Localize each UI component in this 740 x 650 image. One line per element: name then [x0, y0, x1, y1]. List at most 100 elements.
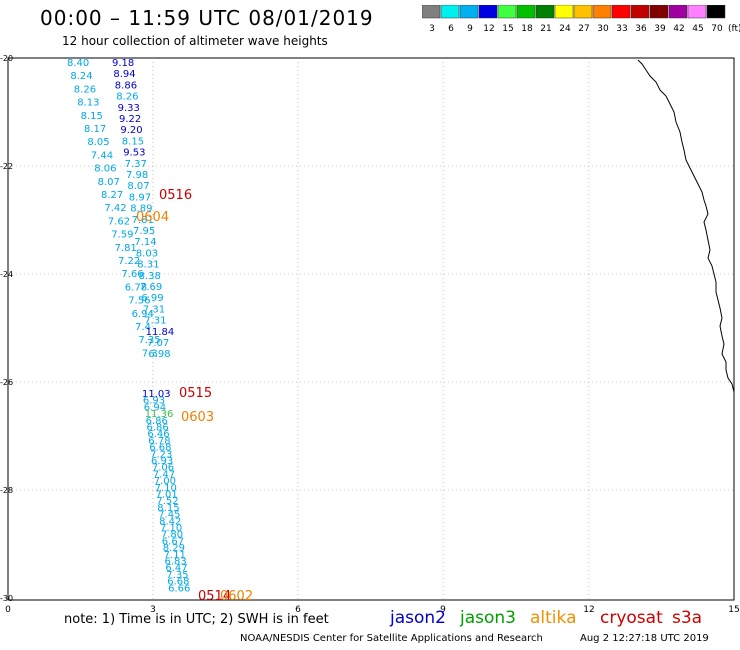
- pass-time-label: 0604: [136, 210, 169, 225]
- swh-label: 7.00: [154, 476, 176, 487]
- timestamp-text: Aug 2 12:27:18 UTC 2019: [580, 633, 709, 644]
- satellite-altika: altika: [530, 608, 577, 628]
- coastline: [637, 59, 735, 398]
- swh-label: 8.86: [115, 80, 137, 91]
- x-tick-label: 0: [5, 605, 11, 615]
- legend-label: 21: [540, 24, 551, 34]
- legend-label: 15: [502, 24, 513, 34]
- swh-label: 8.40: [67, 58, 89, 69]
- x-tick-label: 3: [150, 605, 156, 615]
- credit-text: NOAA/NESDIS Center for Satellite Applica…: [240, 633, 543, 644]
- legend-label: 70: [711, 24, 723, 34]
- swh-label: 7.56: [128, 296, 150, 307]
- x-tick-label: 15: [728, 605, 739, 615]
- swh-label: 6.94: [144, 402, 166, 413]
- swh-label: 8.15: [122, 136, 144, 147]
- y-tick-label: -28: [0, 486, 13, 495]
- swh-label: 7.35: [166, 570, 188, 581]
- legend-label: 45: [692, 24, 703, 34]
- y-tick-label: -22: [0, 162, 13, 171]
- satellite-jason3: jason3: [460, 608, 516, 628]
- swh-label: 6.93: [151, 456, 173, 467]
- swh-label: 7.81: [132, 215, 154, 226]
- legend-swatch: [497, 5, 517, 19]
- swh-label: 8.07: [127, 181, 149, 192]
- swh-label: 6.68: [149, 443, 171, 454]
- legend-swatch: [516, 5, 536, 19]
- swh-label: 7.01: [156, 490, 178, 501]
- swh-label: 7.37: [125, 159, 147, 170]
- legend-label: 39: [654, 24, 666, 34]
- swh-label: 8.15: [157, 503, 179, 514]
- swh-label: 8.26: [116, 92, 138, 103]
- swh-label: 7.23: [150, 449, 172, 460]
- swh-label: 7.59: [111, 230, 133, 241]
- swh-label: 7.42: [104, 203, 126, 214]
- plot-frame: [7, 57, 735, 601]
- swh-label: 8.42: [159, 516, 181, 527]
- swh-label: 6.94: [132, 309, 154, 320]
- swh-label: 6.68: [167, 577, 189, 588]
- swh-label: 6.47: [165, 563, 187, 574]
- legend-label: 42: [673, 24, 684, 34]
- swh-label: 11.84: [146, 327, 175, 338]
- legend-swatch: [478, 5, 498, 19]
- legend-label: 30: [597, 24, 609, 34]
- y-tick-label: -24: [0, 270, 13, 279]
- swh-label: 7.47: [153, 469, 175, 480]
- swh-label: 11.36: [145, 409, 174, 420]
- swh-label: 9.20: [120, 125, 142, 136]
- swh-label: 7.22: [118, 256, 140, 267]
- swh-label: 7.66: [121, 269, 143, 280]
- y-tick-label: -20: [0, 54, 13, 63]
- page-subtitle: 12 hour collection of altimeter wave hei…: [62, 34, 328, 48]
- swh-label: 7.81: [115, 243, 137, 254]
- swh-label: 8.38: [139, 271, 161, 282]
- swh-label: 8.27: [101, 190, 123, 201]
- swh-label: 8.29: [163, 543, 185, 554]
- swh-label: 6.78: [148, 436, 170, 447]
- swh-label: 6.83: [165, 557, 187, 568]
- pass-time-label: 0602: [220, 589, 253, 604]
- swh-label: 9.33: [118, 103, 140, 114]
- legend-swatch: [573, 5, 593, 19]
- swh-label: 6.86: [147, 423, 169, 434]
- legend-label: 12: [483, 24, 494, 34]
- swh-label: 7.10: [155, 483, 177, 494]
- altimeter-track: 8.40 8.24 8.26 8.13 8.15 8.17 8.05 7.44 8.06 8.07…: [67, 58, 253, 604]
- satellite-s3a: s3a: [672, 608, 703, 628]
- swh-label: 8.26: [74, 84, 96, 95]
- legend-unit: (ft): [728, 24, 740, 34]
- swh-label: 7.06: [152, 463, 174, 474]
- swh-label: 7.95: [133, 226, 155, 237]
- swh-label: 9.53: [123, 148, 145, 159]
- legend-swatch: [668, 5, 688, 19]
- satellite-jason2: jason2: [390, 608, 446, 628]
- y-tick-label: -30: [0, 594, 13, 603]
- x-tick-label: 9: [440, 605, 446, 615]
- legend-swatch: [535, 5, 555, 19]
- legend-label: 24: [559, 24, 571, 34]
- swh-label: 6.86: [146, 416, 168, 427]
- swh-label: 6.46: [147, 429, 169, 440]
- swh-label: 8.07: [98, 177, 120, 188]
- page-title: 00:00 – 11:59 UTC 08/01/2019: [40, 6, 374, 30]
- legend-label: 36: [635, 24, 647, 34]
- swh-label: 8.13: [77, 98, 99, 109]
- pass-time-label: 0603: [181, 410, 214, 425]
- swh-label: 8.31: [137, 260, 159, 271]
- swh-label: 7.98: [126, 170, 148, 181]
- swh-label: 8.17: [84, 124, 106, 135]
- swh-label: 6.67: [162, 536, 184, 547]
- legend-swatch: [554, 5, 574, 19]
- swh-label: 11.03: [142, 389, 171, 400]
- swh-label: 7.35: [138, 335, 160, 346]
- swh-label: 6.99: [141, 293, 163, 304]
- swh-label: 6.66: [168, 583, 190, 594]
- swh-label: 7.31: [143, 304, 165, 315]
- swh-label: 6.93: [143, 396, 165, 407]
- pass-time-label: 0516: [159, 188, 192, 203]
- swh-label: 8.94: [113, 69, 135, 80]
